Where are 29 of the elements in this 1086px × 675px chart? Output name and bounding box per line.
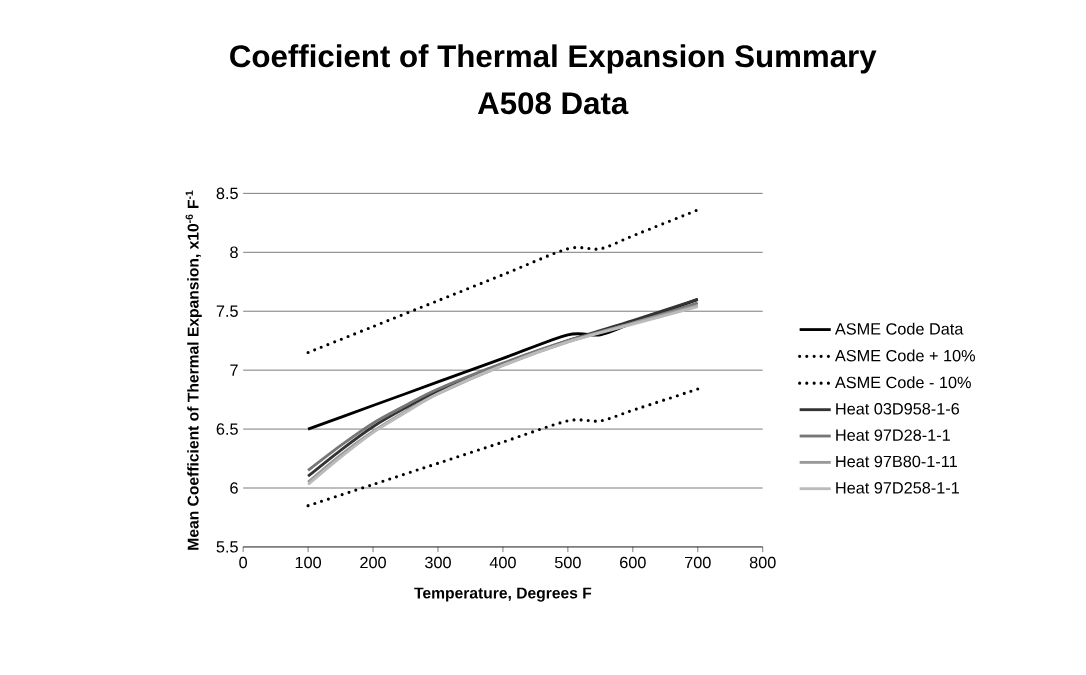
x-tick-label: 100 — [295, 556, 322, 569]
y-tick-label: 8.5 — [216, 187, 238, 200]
y-tick-label: 7 — [230, 364, 238, 376]
y-tick-label: 5.5 — [216, 541, 238, 553]
legend-label: Heat 03D958-1-6 — [836, 403, 960, 415]
x-tick-label: 600 — [620, 556, 646, 569]
x-tick-label: 500 — [554, 556, 581, 569]
y-tick-label: 7.5 — [216, 305, 238, 317]
x-axis-title: Temperature, Degrees F — [414, 587, 592, 602]
legend-label: Heat 97B80-1-11 — [836, 455, 957, 468]
x-tick-label: 300 — [425, 556, 451, 569]
y-axis-title: Mean Coefficient of Thermal Expansion, x10$^{-6}$ F$^{-1}$ — [185, 190, 202, 550]
y-tick-label: 8 — [230, 246, 238, 259]
x-tick-label: 700 — [685, 556, 711, 569]
y-tick-label: 6.5 — [216, 423, 238, 435]
x-tick-label: 800 — [749, 556, 776, 569]
legend-label: ASME Code Data — [834, 322, 964, 335]
legend-label: ASME Code + 10% — [834, 349, 976, 362]
x-tick-label: 200 — [360, 556, 386, 569]
chart-subtitle: A508 Data — [477, 92, 629, 115]
line-series — [306, 208, 700, 355]
legend-label: Heat 97D28-1-1 — [836, 429, 950, 441]
line-series — [306, 387, 700, 508]
legend-label: ASME Code - 10% — [834, 376, 971, 389]
x-tick-label: 400 — [489, 556, 516, 569]
x-tick-label: 0 — [239, 556, 248, 569]
y-tick-label: 6 — [230, 482, 238, 494]
chart-title: Coefficient of Thermal Expansion Summary — [230, 44, 877, 74]
legend-label: Heat 97D258-1-1 — [836, 482, 959, 494]
